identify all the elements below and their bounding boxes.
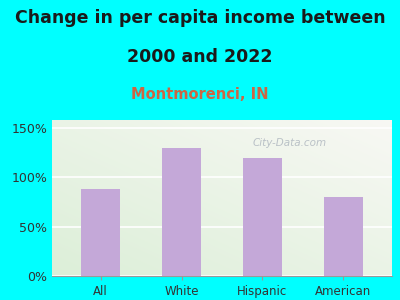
Bar [243, 158, 282, 276]
Text: 2000 and 2022: 2000 and 2022 [127, 48, 273, 66]
Bar [162, 148, 201, 276]
Text: City-Data.com: City-Data.com [253, 138, 327, 148]
Bar [81, 189, 120, 276]
Text: Montmorenci, IN: Montmorenci, IN [131, 87, 269, 102]
Text: Change in per capita income between: Change in per capita income between [15, 9, 385, 27]
Bar [324, 197, 363, 276]
